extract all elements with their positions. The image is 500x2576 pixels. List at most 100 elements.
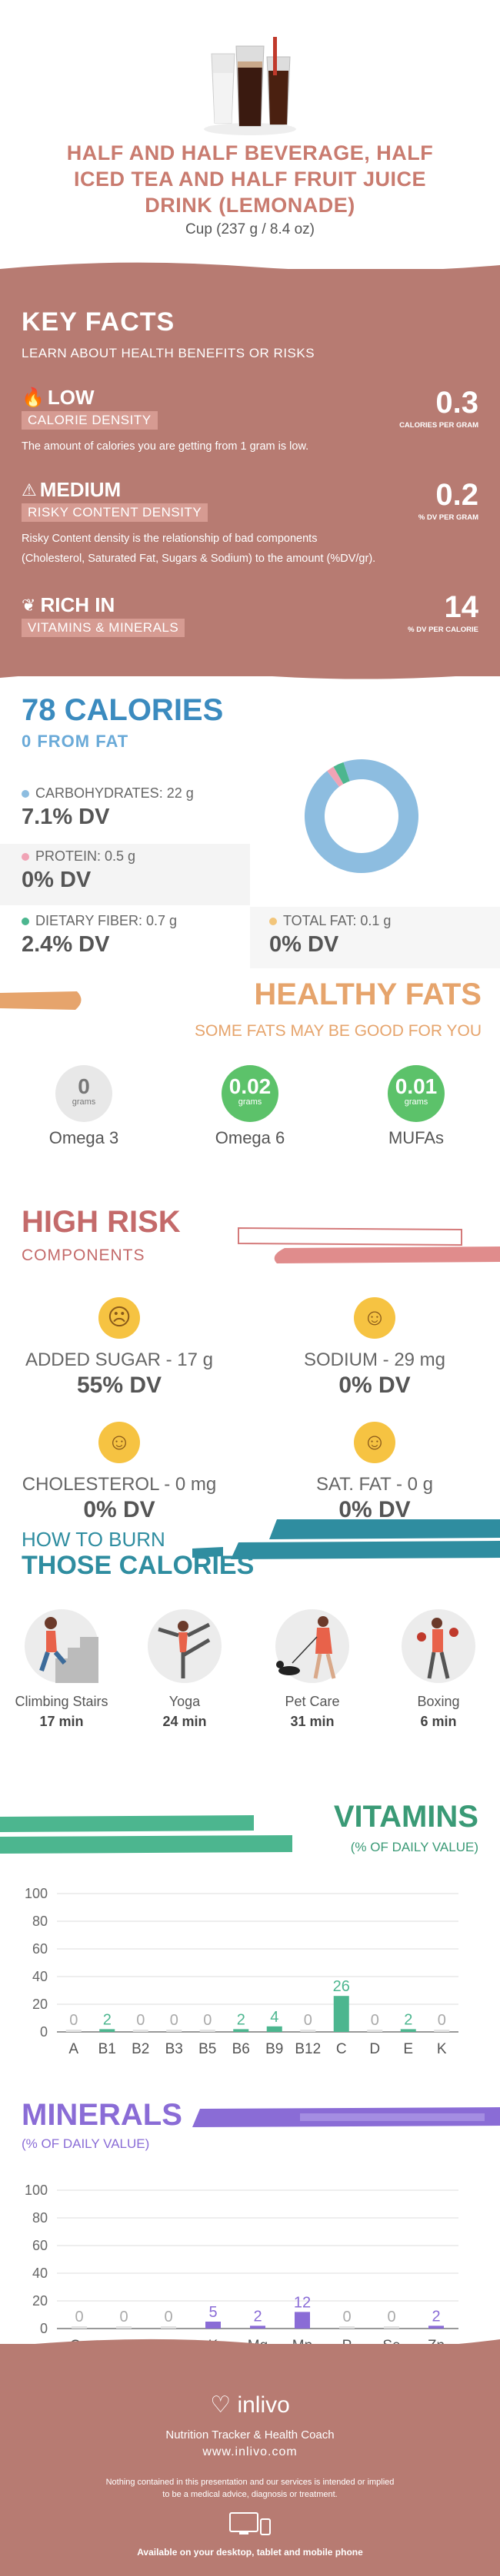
calorie-density-unit: CALORIES PER GRAM — [399, 421, 478, 430]
bar-K — [434, 2030, 450, 2032]
bar-value-label: 2 — [237, 2011, 245, 2028]
bar-B6 — [233, 2029, 249, 2032]
x-tick-label: K — [437, 2041, 447, 2057]
footer-availability: Available on your desktop, tablet and mo… — [137, 2547, 363, 2558]
vitamins-bar-chart: 0204060801000A2B10B20B30B52B64B90B1226C0… — [25, 1886, 458, 2057]
omega3-label: Omega 3 — [48, 1128, 119, 1147]
happy-face-icon: ☺ — [354, 1297, 395, 1339]
sodium-label: SODIUM - 29 mg — [303, 1349, 446, 1370]
omega6-label: Omega 6 — [215, 1128, 285, 1147]
rich-in-level: RICH IN — [40, 593, 115, 616]
bar-B1 — [99, 2029, 115, 2032]
y-tick-label: 60 — [32, 1941, 48, 1957]
bar-D — [367, 2030, 383, 2032]
activity-time: 31 min — [290, 1714, 335, 1729]
healthy-fats-subtitle: SOME FATS MAY BE GOOD FOR YOU — [194, 1022, 482, 1040]
donut-slice-carbohydrates — [305, 759, 418, 873]
bar-value-label: 2 — [404, 2011, 412, 2028]
y-tick-label: 20 — [32, 1997, 48, 2012]
bar-Mn — [295, 2312, 310, 2329]
rich-in-label: VITAMINS & MINERALS — [22, 619, 185, 637]
bar-value-label: 0 — [387, 2309, 395, 2325]
bar-value-label: 0 — [75, 2309, 83, 2325]
bar-value-label: 2 — [253, 2308, 262, 2325]
drink-image — [196, 31, 304, 138]
happy-face-icon: ☺ — [98, 1422, 140, 1463]
bar-K — [205, 2322, 221, 2329]
omega3-circle: 0 grams — [55, 1065, 112, 1122]
x-tick-label: B3 — [165, 2041, 183, 2057]
mufa-circle: 0.01 grams — [388, 1065, 445, 1122]
keyfacts-bottom-wave — [0, 662, 500, 685]
y-tick-label: 100 — [25, 2183, 48, 2198]
activity-time: 17 min — [39, 1714, 84, 1729]
bar-value-label: 2 — [103, 2011, 112, 2028]
bar-P — [339, 2326, 355, 2329]
y-tick-label: 0 — [40, 2321, 48, 2336]
food-title: HALF AND HALF BEVERAGE, HALF ICED TEA AN… — [66, 141, 434, 217]
x-tick-label: C — [336, 2041, 347, 2057]
mufa-label: MUFAs — [388, 1128, 445, 1147]
bar-value-label: 0 — [438, 2012, 446, 2029]
fiber-stat: DIETARY FIBER: 0.7 g 2.4% DV — [22, 913, 178, 957]
x-tick-label: B6 — [232, 2041, 250, 2057]
burn-title-line1: HOW TO BURN — [22, 1528, 165, 1551]
calories-donut-chart — [305, 759, 418, 873]
carbs-stat: CARBOHYDRATES: 22 g 7.1% DV — [22, 785, 194, 829]
healthy-fats-title: HEALTHY FATS — [254, 978, 482, 1011]
bar-value-label: 0 — [304, 2012, 312, 2029]
y-tick-label: 40 — [32, 1969, 48, 1984]
rich-in-unit: % DV PER CALORIE — [408, 626, 478, 634]
x-tick-label: B5 — [198, 2041, 216, 2057]
bar-value-label: 0 — [164, 2309, 172, 2325]
bar-value-label: 26 — [333, 1978, 350, 1995]
bar-value-label: 4 — [270, 2009, 278, 2026]
x-tick-label: B9 — [265, 2041, 283, 2057]
burn-brush — [192, 1518, 500, 1579]
calories-title: 78 CALORIES — [22, 693, 224, 727]
y-tick-label: 80 — [32, 1914, 48, 1929]
warning-icon: ⚠ — [22, 480, 37, 500]
dog-walking-icon — [275, 1609, 349, 1683]
high-risk-subtitle: COMPONENTS — [22, 1247, 145, 1264]
donut-slice-fiber — [333, 762, 350, 785]
key-facts-subtitle: LEARN ABOUT HEALTH BENEFITS OR RISKS — [22, 346, 315, 360]
omega6-circle: 0.02 grams — [222, 1065, 278, 1122]
footer-disclaimer: Nothing contained in this presentation a… — [105, 2478, 395, 2499]
risky-density-desc: Risky Content density is the relationshi… — [22, 533, 376, 565]
bar-B12 — [300, 2030, 316, 2032]
bar-Ca — [72, 2326, 87, 2329]
y-tick-label: 0 — [40, 2024, 48, 2040]
vitamins-subtitle: (% OF DAILY VALUE) — [350, 1840, 478, 1854]
calorie-density-block: 🔥 LOW CALORIE DENSITY — [22, 386, 158, 430]
key-facts-title: KEY FACTS — [22, 307, 175, 337]
minerals-subtitle: (% OF DAILY VALUE) — [22, 2136, 150, 2151]
serving-size: Cup (237 g / 8.4 oz) — [185, 221, 315, 237]
bar-value-label: 0 — [119, 2309, 128, 2325]
activity-time: 6 min — [420, 1714, 457, 1729]
fat-stat: TOTAL FAT: 0.1 g 0% DV — [269, 913, 392, 957]
calorie-density-level: LOW — [47, 386, 95, 409]
high-risk-brush — [231, 1227, 500, 1265]
stairs-icon — [25, 1609, 98, 1683]
fire-icon: 🔥 — [22, 387, 45, 408]
calorie-density-desc: The amount of calories you are getting f… — [22, 440, 309, 453]
footer-tagline: Nutrition Tracker & Health Coach — [165, 2428, 335, 2442]
bar-value-label: 0 — [371, 2012, 379, 2029]
protein-dot — [22, 853, 29, 861]
protein-stat: PROTEIN: 0.5 g 0% DV — [22, 848, 136, 892]
activity-name: Boxing — [417, 1694, 460, 1709]
inlivo-logo: ♡ inlivo — [210, 2392, 290, 2418]
activity-time: 24 min — [162, 1714, 207, 1729]
devices-icon — [227, 2511, 273, 2538]
sad-face-icon: ☹ — [98, 1297, 140, 1339]
y-tick-label: 80 — [32, 2210, 48, 2226]
high-risk-title: HIGH RISK — [22, 1205, 181, 1239]
rich-in-value: 14 — [444, 590, 479, 624]
minerals-brush — [185, 2106, 500, 2152]
boxing-icon — [402, 1609, 475, 1683]
x-tick-label: D — [369, 2041, 380, 2057]
bar-Mg — [250, 2325, 265, 2329]
protein-stat-bg — [0, 844, 250, 905]
footer-url[interactable]: www.inlivo.com — [202, 2445, 298, 2458]
